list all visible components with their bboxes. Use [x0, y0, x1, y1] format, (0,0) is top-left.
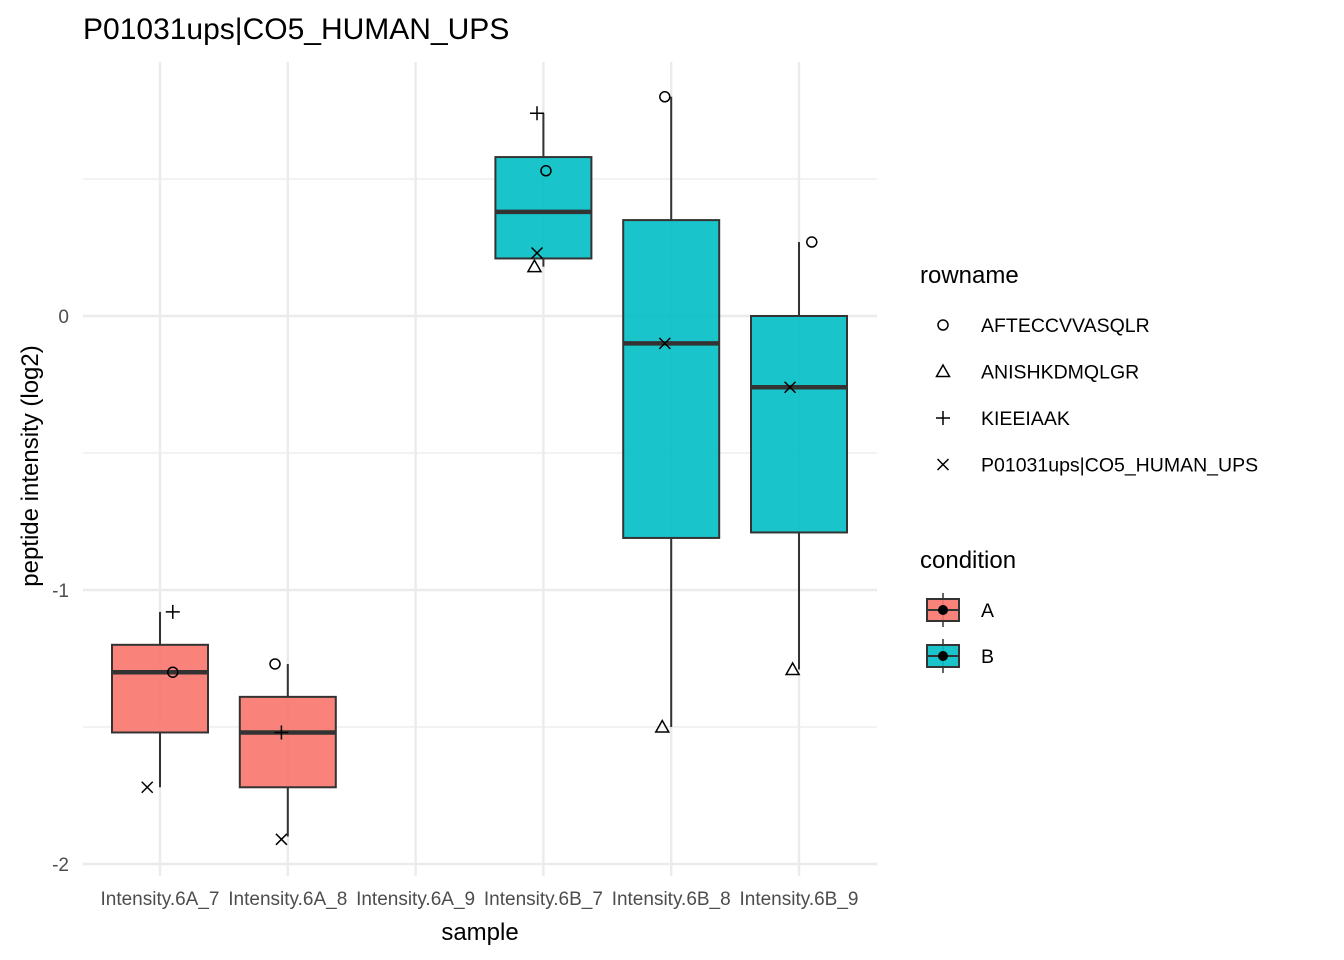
- legend-rowname-item: P01031ups|CO5_HUMAN_UPS: [936, 455, 1258, 477]
- point-circle: [269, 658, 281, 670]
- y-tick-label: -2: [52, 855, 69, 876]
- box-Intensity.6B_7: [494, 113, 593, 267]
- point-triangle: [654, 718, 671, 733]
- point-plus: [274, 725, 289, 740]
- legend-rowname-item: ANISHKDMQLGR: [935, 362, 1139, 384]
- point-circle: [659, 91, 671, 103]
- legend-condition-item: B: [926, 639, 994, 673]
- point-plus: [530, 106, 545, 121]
- x-tick-label: Intensity.6B_9: [739, 889, 858, 910]
- legend-key-triangle: [935, 363, 951, 378]
- point-cross: [658, 337, 671, 350]
- x-tick-label: Intensity.6A_9: [356, 889, 475, 910]
- y-axis-title: peptide intensity (log2): [17, 345, 44, 586]
- point-cross: [784, 381, 797, 394]
- legend-condition-item: A: [926, 593, 994, 627]
- y-ticks: 0 -1 -2: [52, 307, 69, 876]
- points: [141, 91, 818, 846]
- box-body: [238, 695, 337, 789]
- legend-key-circle: [937, 319, 949, 331]
- x-tick-label: Intensity.6A_7: [100, 889, 219, 910]
- point-cross: [275, 833, 288, 846]
- box-body: [494, 156, 593, 260]
- x-tick-label: Intensity.6A_8: [228, 889, 347, 910]
- legend-rowname: rowname AFTECCVVASQLR ANISHKDMQLGR KIEEIAA…: [920, 262, 1258, 477]
- x-tick-label: Intensity.6B_7: [484, 889, 603, 910]
- legend-key-dot: [938, 605, 948, 615]
- box-Intensity.6A_7: [111, 611, 209, 788]
- legend-rowname-label: KIEEIAAK: [981, 408, 1070, 430]
- box-Intensity.6B_8: [622, 96, 721, 727]
- point-cross: [530, 246, 544, 260]
- legend-rowname-label: P01031ups|CO5_HUMAN_UPS: [981, 455, 1258, 477]
- point-triangle: [526, 258, 543, 273]
- point-cross: [141, 781, 154, 794]
- legend-key-dot: [938, 651, 948, 661]
- point-circle: [540, 165, 552, 177]
- point-plus: [165, 604, 180, 619]
- legend-condition: condition A B: [920, 547, 1016, 673]
- box-Intensity.6A_8: [238, 663, 337, 837]
- chart-title: P01031ups|CO5_HUMAN_UPS: [83, 13, 509, 46]
- legend-key-cross: [936, 458, 950, 471]
- legend-rowname-item: KIEEIAAK: [936, 408, 1070, 430]
- legend-condition-label: B: [981, 646, 994, 668]
- legend-rowname-title: rowname: [920, 262, 1019, 289]
- legend-key-plus: [936, 411, 950, 425]
- x-axis-title: sample: [441, 919, 518, 946]
- box-body: [750, 315, 848, 534]
- legend-rowname-label: AFTECCVVASQLR: [981, 315, 1150, 337]
- x-ticks: Intensity.6A_7 Intensity.6A_8 Intensity.6A…: [100, 889, 858, 910]
- point-triangle: [784, 661, 801, 676]
- x-tick-label: Intensity.6B_8: [612, 889, 731, 910]
- box-body: [111, 643, 209, 734]
- point-circle: [806, 236, 818, 248]
- box-body: [622, 219, 721, 539]
- legend-condition-label: A: [981, 600, 994, 622]
- y-tick-label: 0: [58, 307, 69, 328]
- point-circle: [167, 666, 179, 678]
- legend-rowname-label: ANISHKDMQLGR: [981, 362, 1139, 384]
- y-tick-label: -1: [52, 581, 69, 602]
- legend-condition-title: condition: [920, 547, 1016, 574]
- boxes: [111, 96, 848, 837]
- box-Intensity.6B_9: [750, 242, 848, 670]
- legend-rowname-item: AFTECCVVASQLR: [937, 315, 1150, 337]
